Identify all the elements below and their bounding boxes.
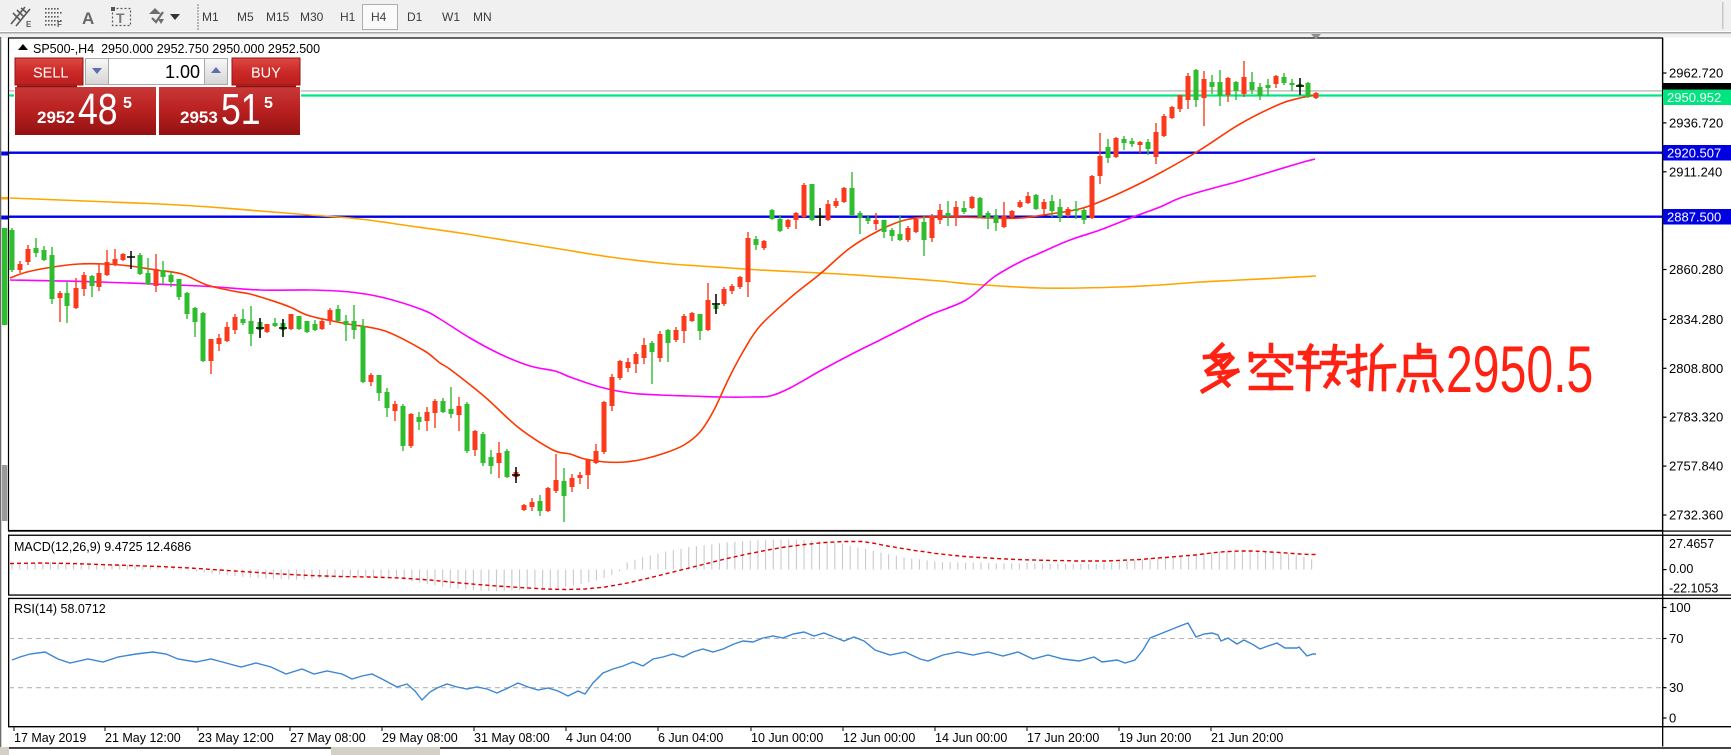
svg-text:10 Jun 00:00: 10 Jun 00:00 <box>751 731 823 745</box>
svg-text:17 May 2019: 17 May 2019 <box>14 731 86 745</box>
svg-text:51: 51 <box>221 86 261 134</box>
svg-text:2936.720: 2936.720 <box>1669 115 1723 130</box>
svg-text:RSI(14) 58.0712: RSI(14) 58.0712 <box>14 602 106 616</box>
svg-text:2808.800: 2808.800 <box>1669 361 1723 376</box>
svg-text:M30: M30 <box>300 10 324 24</box>
svg-text:17 Jun 20:00: 17 Jun 20:00 <box>1027 731 1099 745</box>
svg-text:2860.280: 2860.280 <box>1669 262 1723 277</box>
svg-text:M15: M15 <box>266 10 290 24</box>
svg-text:M5: M5 <box>237 10 254 24</box>
svg-text:BUY: BUY <box>251 66 281 82</box>
svg-text:29 May 08:00: 29 May 08:00 <box>382 731 458 745</box>
svg-text:2952: 2952 <box>37 108 75 127</box>
svg-text:5: 5 <box>264 95 273 112</box>
svg-text:D1: D1 <box>407 10 423 24</box>
svg-text:A: A <box>82 9 94 28</box>
svg-text:T: T <box>116 10 125 26</box>
svg-text:12 Jun 00:00: 12 Jun 00:00 <box>843 731 915 745</box>
svg-text:-22.1053: -22.1053 <box>1669 582 1718 596</box>
svg-text:2757.840: 2757.840 <box>1669 459 1723 474</box>
svg-text:23 May 12:00: 23 May 12:00 <box>198 731 274 745</box>
svg-text:48: 48 <box>78 86 118 134</box>
svg-text:E: E <box>26 20 32 29</box>
svg-text:M1: M1 <box>202 10 219 24</box>
svg-text:2732.360: 2732.360 <box>1669 508 1723 523</box>
svg-text:31 May 08:00: 31 May 08:00 <box>474 731 550 745</box>
svg-text:2920.507: 2920.507 <box>1667 146 1721 161</box>
svg-text:F: F <box>57 20 62 29</box>
svg-text:2950.5: 2950.5 <box>1446 334 1593 407</box>
svg-text:70: 70 <box>1669 631 1683 646</box>
svg-text:2887.500: 2887.500 <box>1667 210 1721 225</box>
svg-text:2950.952: 2950.952 <box>1667 90 1721 105</box>
svg-text:2953: 2953 <box>180 108 218 127</box>
svg-text:4 Jun 04:00: 4 Jun 04:00 <box>566 731 631 745</box>
svg-text:W1: W1 <box>442 10 460 24</box>
svg-text:2962.720: 2962.720 <box>1669 66 1723 81</box>
svg-text:1.00: 1.00 <box>165 62 200 82</box>
svg-text:2783.320: 2783.320 <box>1669 410 1723 425</box>
svg-text:30: 30 <box>1669 680 1683 695</box>
svg-text:21 May 12:00: 21 May 12:00 <box>105 731 181 745</box>
svg-text:2834.280: 2834.280 <box>1669 312 1723 327</box>
svg-text:H4: H4 <box>371 10 387 24</box>
svg-text:14 Jun 00:00: 14 Jun 00:00 <box>935 731 1007 745</box>
svg-text:0.00: 0.00 <box>1669 562 1693 576</box>
svg-text:2911.240: 2911.240 <box>1669 164 1722 179</box>
svg-text:100: 100 <box>1669 600 1691 615</box>
svg-text:SELL: SELL <box>33 66 68 82</box>
svg-text:19 Jun 20:00: 19 Jun 20:00 <box>1119 731 1191 745</box>
svg-text:27 May 08:00: 27 May 08:00 <box>290 731 366 745</box>
svg-text:6 Jun 04:00: 6 Jun 04:00 <box>658 731 723 745</box>
svg-text:SP500-,H4 2950.000 2952.750 2: SP500-,H4 2950.000 2952.750 2950.000 295… <box>33 42 320 56</box>
svg-text:H1: H1 <box>340 10 356 24</box>
svg-text:0: 0 <box>1669 711 1676 726</box>
svg-text:MN: MN <box>473 10 492 24</box>
svg-text:5: 5 <box>123 95 132 112</box>
svg-text:MACD(12,26,9) 9.4725 12.4686: MACD(12,26,9) 9.4725 12.4686 <box>14 540 191 554</box>
svg-text:21 Jun 20:00: 21 Jun 20:00 <box>1211 731 1283 745</box>
svg-text:27.4657: 27.4657 <box>1669 537 1714 551</box>
